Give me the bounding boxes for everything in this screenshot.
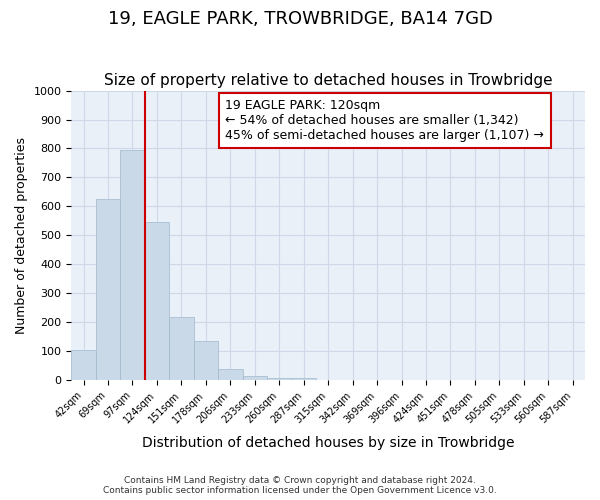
Bar: [96, 199, 120, 380]
Bar: [242, 376, 267, 380]
Text: Contains HM Land Registry data © Crown copyright and database right 2024.
Contai: Contains HM Land Registry data © Crown c…: [103, 476, 497, 495]
Y-axis label: Number of detached properties: Number of detached properties: [15, 137, 28, 334]
Text: 19, EAGLE PARK, TROWBRIDGE, BA14 7GD: 19, EAGLE PARK, TROWBRIDGE, BA14 7GD: [107, 10, 493, 28]
Bar: [194, 341, 218, 380]
Bar: [292, 378, 316, 380]
X-axis label: Distribution of detached houses by size in Trowbridge: Distribution of detached houses by size …: [142, 436, 514, 450]
Text: 19 EAGLE PARK: 120sqm
← 54% of detached houses are smaller (1,342)
45% of semi-d: 19 EAGLE PARK: 120sqm ← 54% of detached …: [226, 99, 544, 142]
Bar: [71, 350, 96, 380]
Bar: [267, 378, 292, 380]
Bar: [218, 368, 242, 380]
Bar: [120, 150, 145, 380]
Title: Size of property relative to detached houses in Trowbridge: Size of property relative to detached ho…: [104, 73, 553, 88]
Bar: [145, 222, 169, 380]
Bar: [169, 316, 194, 380]
